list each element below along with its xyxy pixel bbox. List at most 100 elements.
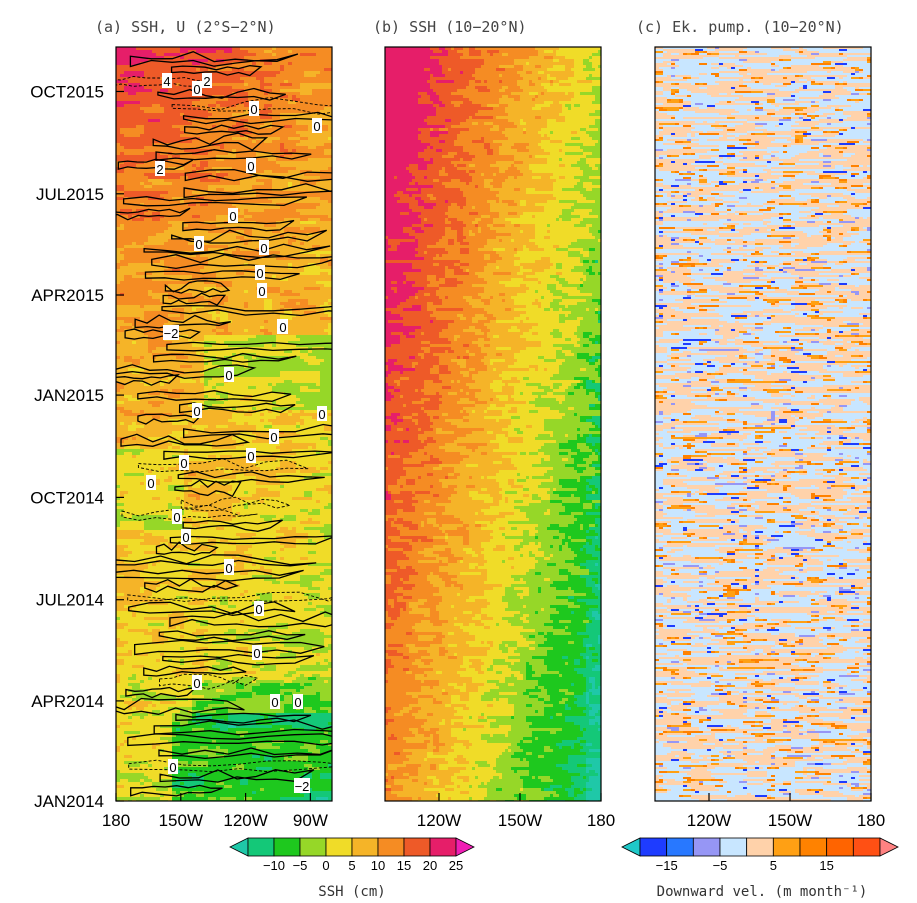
panel-a-ssh-cell (248, 233, 253, 237)
panel-a-ssh-cell (156, 101, 161, 105)
panel-a-ssh-cell (324, 242, 329, 246)
panel-a-ssh-cell (188, 227, 193, 231)
panel-a-ssh-cell (152, 74, 157, 78)
panel-a-ssh-cell (124, 89, 129, 93)
panel-a-ssh-cell (316, 302, 321, 306)
panel-a-ssh-cell (128, 110, 133, 114)
panel-a-ssh-cell (200, 191, 205, 195)
panel-a-ssh-cell (140, 230, 145, 234)
panel-a-ssh-cell (116, 254, 121, 258)
panel-a-ssh-cell (188, 263, 193, 267)
panel-a-ssh-cell (140, 137, 145, 141)
panel-a-ssh-cell (152, 173, 157, 177)
panel-a-ssh-cell (148, 116, 153, 120)
panel-a-ssh-cell (156, 68, 161, 72)
panel-a-ssh-cell (168, 263, 173, 267)
panel-a-ssh-cell (188, 92, 193, 96)
panel-a-ssh-cell (308, 62, 313, 66)
panel-a-ssh-cell (176, 116, 181, 120)
panel-a-ssh-cell (224, 281, 229, 285)
panel-a-ssh-cell (320, 167, 325, 171)
panel-a-ssh-cell (128, 248, 133, 252)
panel-a-ssh-cell (152, 212, 157, 216)
panel-a-ssh-cell (244, 119, 249, 123)
panel-a-ssh-cell (304, 161, 309, 165)
panel-a-ssh-cell (308, 104, 313, 108)
panel-a-ssh-cell (276, 209, 281, 213)
panel-a-ssh-cell (324, 314, 329, 318)
panel-a-ssh-cell (144, 293, 149, 297)
panel-a-ssh-cell (116, 62, 121, 66)
panel-a-ssh-cell (160, 113, 165, 117)
panel-a-ssh-cell (116, 146, 121, 150)
panel-a-ssh-cell (144, 227, 149, 231)
panel-a-ssh-cell (312, 89, 317, 93)
panel-a-ssh-cell (128, 131, 133, 135)
panel-a-ssh-cell (280, 305, 285, 309)
panel-a-ssh-cell (144, 272, 149, 276)
panel-a-ssh-cell (256, 161, 261, 165)
panel-a-ssh-cell (328, 284, 332, 288)
panel-a-ssh-cell (212, 203, 217, 207)
panel-a-ssh-cell (208, 236, 213, 240)
panel-a-ssh-cell (156, 218, 161, 222)
panel-a-ssh-cell (220, 287, 225, 291)
panel-a-ssh-cell (256, 170, 261, 174)
panel-a-ssh-cell (324, 248, 329, 252)
panel-a-ssh-cell (136, 149, 141, 153)
panel-a-ssh-cell (128, 209, 133, 213)
panel-a-ssh-cell (224, 278, 229, 282)
panel-a-ssh-cell (128, 122, 133, 126)
panel-a-ssh-cell (252, 272, 257, 276)
panel-a-ssh-cell (228, 68, 233, 72)
panel-a-ssh-cell (272, 143, 277, 147)
panel-a-ssh-cell (236, 68, 241, 72)
panel-a-ssh-cell (300, 200, 305, 204)
panel-a-ssh-cell (136, 65, 141, 69)
panel-a-ssh-cell (304, 200, 309, 204)
panel-a-ssh-cell (204, 287, 209, 291)
panel-a-ssh-cell (136, 161, 141, 165)
panel-a-ssh-cell (260, 101, 265, 105)
panel-a-ssh-cell (160, 299, 165, 303)
panel-a-ssh-cell (172, 257, 177, 261)
panel-a-ssh-cell (136, 131, 141, 135)
panel-a-ssh-cell (140, 143, 145, 147)
panel-a-ssh-cell (208, 233, 213, 237)
panel-a-ssh-cell (128, 212, 133, 216)
panel-a-ssh-cell (128, 71, 133, 75)
panel-a-ssh-cell (128, 188, 133, 192)
panel-a-ssh-cell (176, 98, 181, 102)
panel-a-ssh-cell (180, 80, 185, 84)
panel-a-ssh-cell (204, 248, 209, 252)
panel-a-ssh-cell (204, 113, 209, 117)
panel-a-ssh-cell (192, 167, 197, 171)
panel-a-ssh-cell (132, 134, 137, 138)
panel-a-ssh-cell (328, 293, 332, 297)
panel-a-ssh-cell (132, 227, 137, 231)
panel-a-ssh-cell (152, 56, 157, 60)
panel-a-ssh-cell (328, 86, 332, 90)
panel-a-ssh-cell (280, 113, 285, 117)
panel-a-ssh-cell (276, 275, 281, 279)
panel-a-ssh-cell (288, 83, 293, 87)
panel-a-ssh-cell (300, 275, 305, 279)
panel-a-ssh-cell (320, 56, 325, 60)
panel-a-ssh-cell (212, 50, 217, 54)
panel-a-ssh-cell (212, 254, 217, 258)
panel-a-ssh-cell (132, 116, 137, 120)
panel-a-ssh-cell (156, 296, 161, 300)
panel-a-ssh-cell (132, 152, 137, 156)
panel-a-ssh-cell (228, 167, 233, 171)
panel-a-ssh-cell (240, 302, 245, 306)
panel-a-ssh-cell (320, 83, 325, 87)
panel-a-ssh-cell (132, 164, 137, 168)
panel-a-ssh-cell (116, 77, 121, 81)
panel-a-ssh-cell (284, 155, 289, 159)
panel-a-ssh-cell (292, 293, 297, 297)
panel-a-ssh-cell (128, 47, 133, 51)
panel-a-ssh-cell (328, 119, 332, 123)
panel-a-ssh-cell (184, 98, 189, 102)
panel-a-ssh-cell (272, 89, 277, 93)
panel-a-ssh-cell (220, 212, 225, 216)
